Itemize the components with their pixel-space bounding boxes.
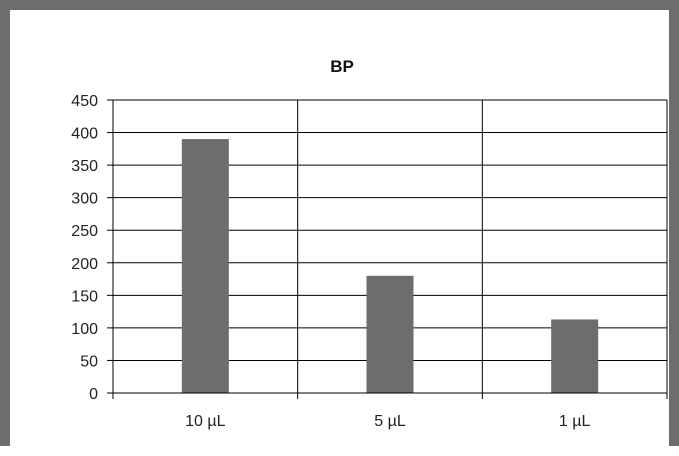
bar-2 <box>551 319 599 393</box>
x-category-label-1: 5 µL <box>374 413 406 430</box>
y-tick-label-0: 0 <box>89 386 98 403</box>
y-tick-label-150: 150 <box>71 288 98 305</box>
x-category-label-0: 10 µL <box>185 413 225 430</box>
y-tick-label-350: 350 <box>71 158 98 175</box>
y-tick-label-300: 300 <box>71 191 98 208</box>
y-tick-label-450: 450 <box>71 93 98 110</box>
x-category-label-2: 1 µL <box>559 413 591 430</box>
chart-frame: BP 0 50 100 150 200 250 300 350 400 450 10 µL 5 µL… <box>0 0 679 446</box>
bars <box>181 139 599 393</box>
x-axis-tick-labels: 10 µL 5 µL 1 µL <box>185 413 590 430</box>
y-tick-label-250: 250 <box>71 223 98 240</box>
y-tick-label-400: 400 <box>71 126 98 143</box>
y-tick-label-200: 200 <box>71 256 98 273</box>
chart-title: BP <box>330 57 354 76</box>
bar-0 <box>181 139 229 393</box>
y-tick-label-50: 50 <box>80 353 98 370</box>
axes <box>107 99 667 399</box>
y-axis-tick-labels: 0 50 100 150 200 250 300 350 400 450 <box>71 93 98 403</box>
chart-svg: BP 0 50 100 150 200 250 300 350 400 450 10 µL 5 µL… <box>71 57 668 430</box>
y-tick-label-100: 100 <box>71 321 98 338</box>
bar-1 <box>366 275 414 393</box>
